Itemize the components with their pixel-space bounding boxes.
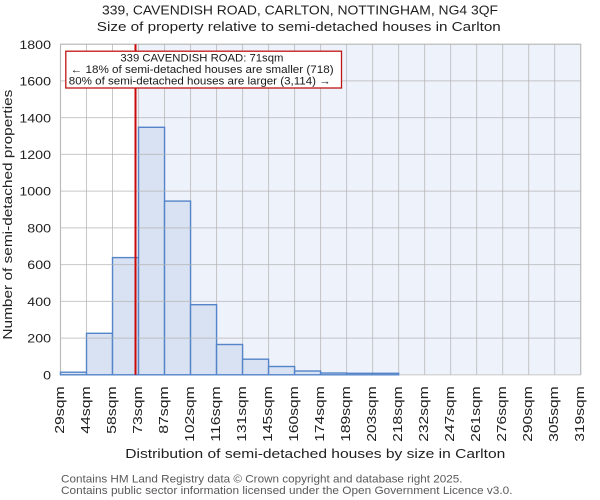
svg-text:800: 800: [27, 221, 51, 235]
svg-text:145sqm: 145sqm: [261, 386, 275, 442]
svg-text:189sqm: 189sqm: [339, 386, 353, 442]
svg-text:1000: 1000: [19, 185, 51, 199]
svg-text:261sqm: 261sqm: [469, 386, 483, 442]
svg-text:305sqm: 305sqm: [547, 386, 561, 442]
svg-text:Size of property relative to s: Size of property relative to semi-detach…: [97, 19, 501, 34]
svg-text:1200: 1200: [19, 148, 51, 162]
svg-text:← 18% of semi-detached houses: ← 18% of semi-detached houses are smalle…: [71, 64, 334, 76]
svg-text:58sqm: 58sqm: [105, 386, 119, 434]
svg-text:131sqm: 131sqm: [235, 386, 249, 442]
svg-text:339, CAVENDISH ROAD, CARLTON,: 339, CAVENDISH ROAD, CARLTON, NOTTINGHAM…: [102, 2, 498, 17]
svg-text:116sqm: 116sqm: [209, 386, 223, 442]
svg-text:600: 600: [27, 258, 51, 272]
svg-text:Number of semi-detached proper: Number of semi-detached properties: [0, 89, 15, 340]
svg-text:319sqm: 319sqm: [573, 386, 587, 442]
svg-text:80% of semi-detached houses ar: 80% of semi-detached houses are larger (…: [69, 75, 331, 87]
svg-text:44sqm: 44sqm: [79, 386, 93, 434]
svg-text:339 CAVENDISH ROAD: 71sqm: 339 CAVENDISH ROAD: 71sqm: [120, 52, 283, 64]
svg-text:Contains HM Land Registry data: Contains HM Land Registry data © Crown c…: [61, 473, 463, 485]
svg-text:174sqm: 174sqm: [313, 386, 327, 442]
svg-text:276sqm: 276sqm: [495, 386, 509, 442]
svg-text:29sqm: 29sqm: [53, 386, 67, 434]
svg-text:87sqm: 87sqm: [157, 386, 171, 434]
svg-text:Contains public sector informa: Contains public sector information licen…: [61, 485, 513, 497]
svg-text:290sqm: 290sqm: [521, 386, 535, 442]
svg-text:102sqm: 102sqm: [183, 386, 197, 442]
svg-text:1600: 1600: [19, 75, 51, 89]
svg-text:160sqm: 160sqm: [287, 386, 301, 442]
svg-text:400: 400: [27, 295, 51, 309]
svg-text:1800: 1800: [19, 38, 51, 52]
svg-text:73sqm: 73sqm: [131, 386, 145, 434]
svg-text:0: 0: [43, 368, 51, 382]
svg-text:232sqm: 232sqm: [417, 386, 431, 442]
svg-text:Distribution of semi-detached: Distribution of semi-detached houses by …: [125, 446, 505, 461]
svg-text:1400: 1400: [19, 111, 51, 125]
svg-text:247sqm: 247sqm: [443, 386, 457, 442]
svg-text:200: 200: [27, 332, 51, 346]
svg-text:218sqm: 218sqm: [391, 386, 405, 442]
svg-text:203sqm: 203sqm: [365, 386, 379, 442]
